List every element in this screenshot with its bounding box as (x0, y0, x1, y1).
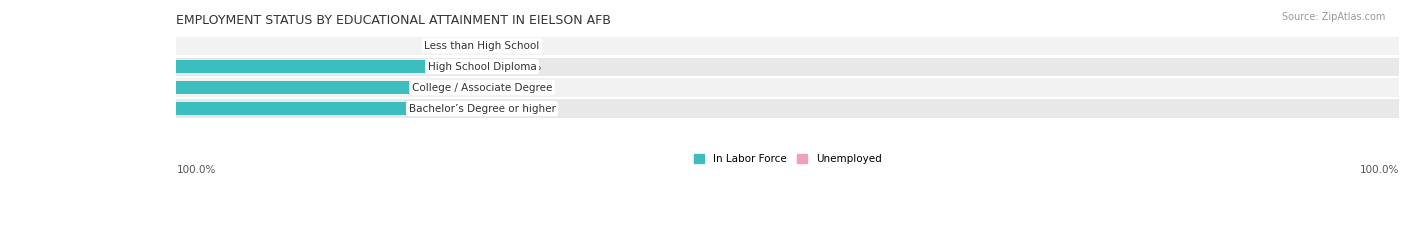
Text: Source: ZipAtlas.com: Source: ZipAtlas.com (1281, 12, 1385, 22)
Bar (67, 60, 482, 73)
Text: 81.9%: 81.9% (0, 83, 22, 93)
Bar (482, 102, 513, 115)
Text: Bachelor’s Degree or higher: Bachelor’s Degree or higher (409, 103, 555, 113)
Bar (176, 79, 1399, 97)
Text: EMPLOYMENT STATUS BY EDUCATIONAL ATTAINMENT IN EIELSON AFB: EMPLOYMENT STATUS BY EDUCATIONAL ATTAINM… (176, 14, 612, 27)
Text: 0.0%: 0.0% (422, 41, 449, 51)
Text: 0.0%: 0.0% (516, 83, 541, 93)
Bar (176, 37, 1399, 55)
Text: 73.7%: 73.7% (37, 103, 73, 113)
Text: 100.0%: 100.0% (1360, 164, 1399, 175)
Bar (0, 81, 482, 94)
Bar (31, 102, 482, 115)
Bar (176, 58, 1399, 76)
Bar (482, 60, 513, 73)
Text: College / Associate Degree: College / Associate Degree (412, 83, 553, 93)
Text: 67.8%: 67.8% (73, 62, 108, 72)
Text: Less than High School: Less than High School (425, 41, 540, 51)
Text: 0.0%: 0.0% (516, 41, 541, 51)
Text: 0.0%: 0.0% (516, 103, 541, 113)
Legend: In Labor Force, Unemployed: In Labor Force, Unemployed (690, 150, 886, 168)
Text: 0.0%: 0.0% (516, 62, 541, 72)
Text: High School Diploma: High School Diploma (427, 62, 537, 72)
Bar (482, 39, 513, 52)
Bar (451, 39, 482, 52)
Bar (176, 99, 1399, 118)
Bar (482, 81, 513, 94)
Text: 100.0%: 100.0% (176, 164, 215, 175)
